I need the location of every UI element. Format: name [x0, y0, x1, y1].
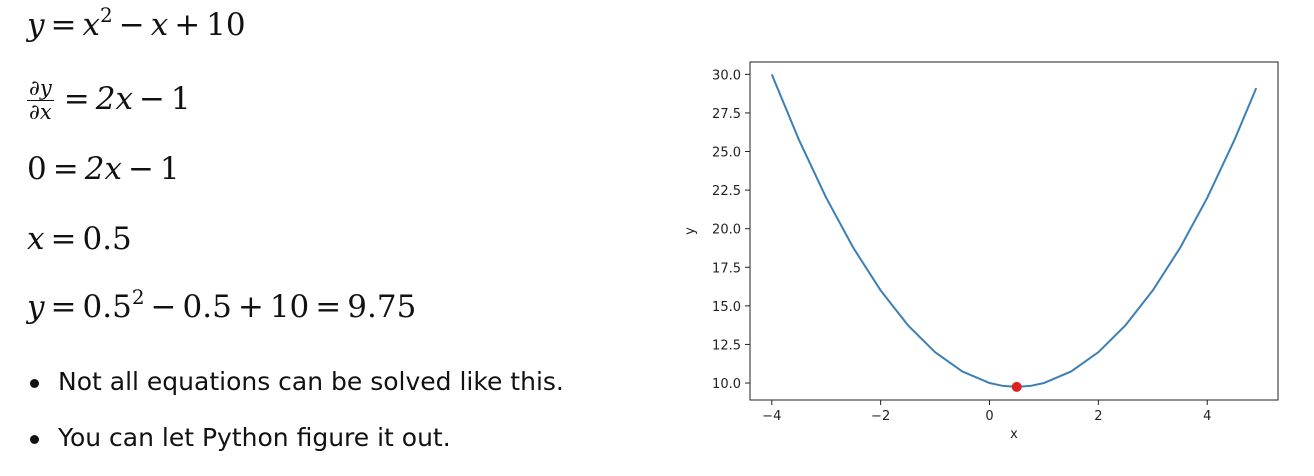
plot-frame	[749, 61, 1279, 401]
x-tick-label: 0	[985, 409, 993, 424]
x-axis-label: x	[1010, 427, 1018, 442]
y-tick-label: 10.0	[712, 377, 741, 392]
equation-set-zero: 0 = 2x −1	[27, 151, 180, 187]
x-tick-label: 2	[1094, 409, 1102, 424]
bullet-list: Not all equations can be solved like thi…	[28, 364, 564, 476]
y-tick-label: 30.0	[712, 68, 741, 83]
x-tick-label: −2	[871, 409, 890, 424]
y-axis-label: y	[683, 227, 698, 235]
parabola-chart: −4 −2 0 2 4 10.0 12.5 15.0 17.5 20.0 22.5 25.0 27.5 3…	[683, 61, 1279, 442]
derivative-fraction: ∂y ∂x	[27, 76, 54, 124]
y-tick-label: 12.5	[712, 338, 741, 353]
y-tick-label: 25.0	[712, 146, 741, 161]
bullet-item: You can let Python figure it out.	[28, 420, 564, 476]
y-tick-label: 15.0	[712, 300, 741, 315]
x-tick-label: 4	[1203, 409, 1211, 424]
y-tick-label: 20.0	[712, 223, 741, 238]
equation-derivative: ∂y ∂x = 2x −1	[27, 76, 191, 124]
y-tick-label: 27.5	[712, 107, 741, 122]
series-line	[770, 73, 1258, 388]
y-tick-label: 17.5	[712, 261, 741, 276]
equation-solution-y: y = 0.52−0.5 +10 = 9.75	[27, 285, 417, 325]
minimum-point	[1011, 381, 1022, 392]
equation-function: y = x2− x +10	[27, 3, 246, 43]
equation-solution-x: x = 0.5	[27, 221, 132, 257]
x-tick-label: −4	[762, 409, 781, 424]
bullet-item: Not all equations can be solved like thi…	[28, 364, 564, 420]
y-tick-label: 22.5	[712, 184, 741, 199]
